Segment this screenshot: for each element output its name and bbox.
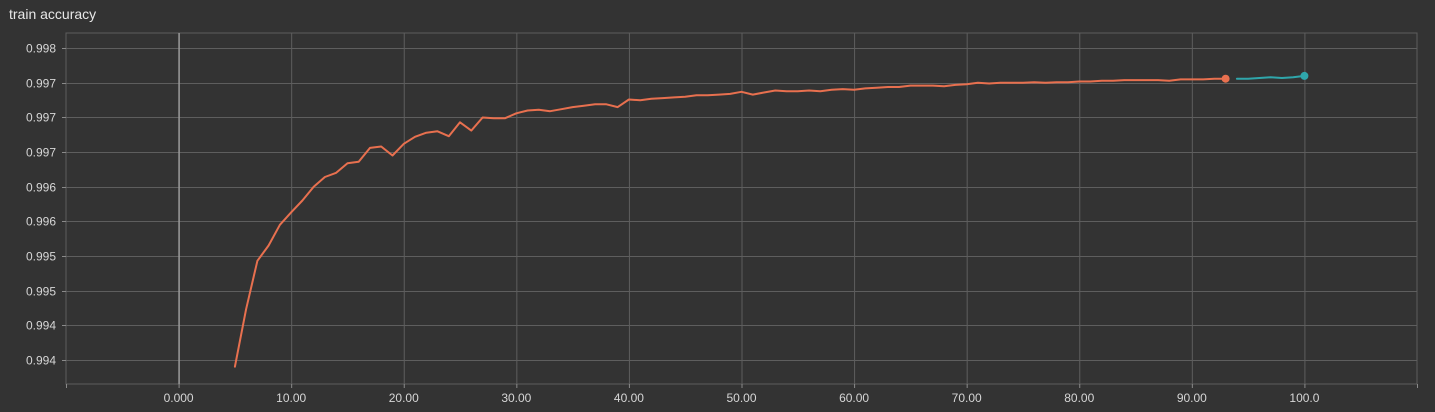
x-tick-label: 80.00 — [1064, 391, 1094, 405]
series-line-2[interactable] — [1235, 74, 1306, 80]
x-tick-label: 20.00 — [389, 391, 419, 405]
axes: 0.000 10.00 20.00 30.00 40.00 50.00 60.00 70.00… — [26, 33, 1418, 405]
series-end-point-1[interactable] — [1221, 74, 1230, 83]
y-tick-label: 0.995 — [26, 285, 56, 299]
y-tick-label: 0.997 — [26, 146, 56, 160]
series-line-1[interactable] — [233, 77, 1227, 368]
x-tick-label: 30.00 — [501, 391, 531, 405]
x-tick-label: 40.00 — [614, 391, 644, 405]
y-tick-label: 0.994 — [26, 319, 56, 333]
series-end-point-2[interactable] — [1300, 71, 1309, 80]
x-tick-label: 10.00 — [276, 391, 306, 405]
x-tick-label: 70.00 — [952, 391, 982, 405]
y-tick-label: 0.998 — [26, 42, 56, 56]
grid — [65, 32, 1418, 385]
y-tick-label: 0.996 — [26, 215, 56, 229]
y-tick-label: 0.997 — [26, 111, 56, 125]
y-tick-label: 0.997 — [26, 77, 56, 91]
y-tick-label: 0.994 — [26, 354, 56, 368]
y-tick-label: 0.996 — [26, 181, 56, 195]
chart-title: train accuracy — [9, 6, 97, 22]
x-tick-label: 90.00 — [1177, 391, 1207, 405]
y-tick-label: 0.995 — [26, 250, 56, 264]
x-tick-label: 50.00 — [726, 391, 756, 405]
x-tick-label: 0.000 — [164, 391, 194, 405]
x-tick-label: 100.0 — [1289, 391, 1319, 405]
x-tick-label: 60.00 — [839, 391, 869, 405]
series-group — [233, 71, 1309, 368]
